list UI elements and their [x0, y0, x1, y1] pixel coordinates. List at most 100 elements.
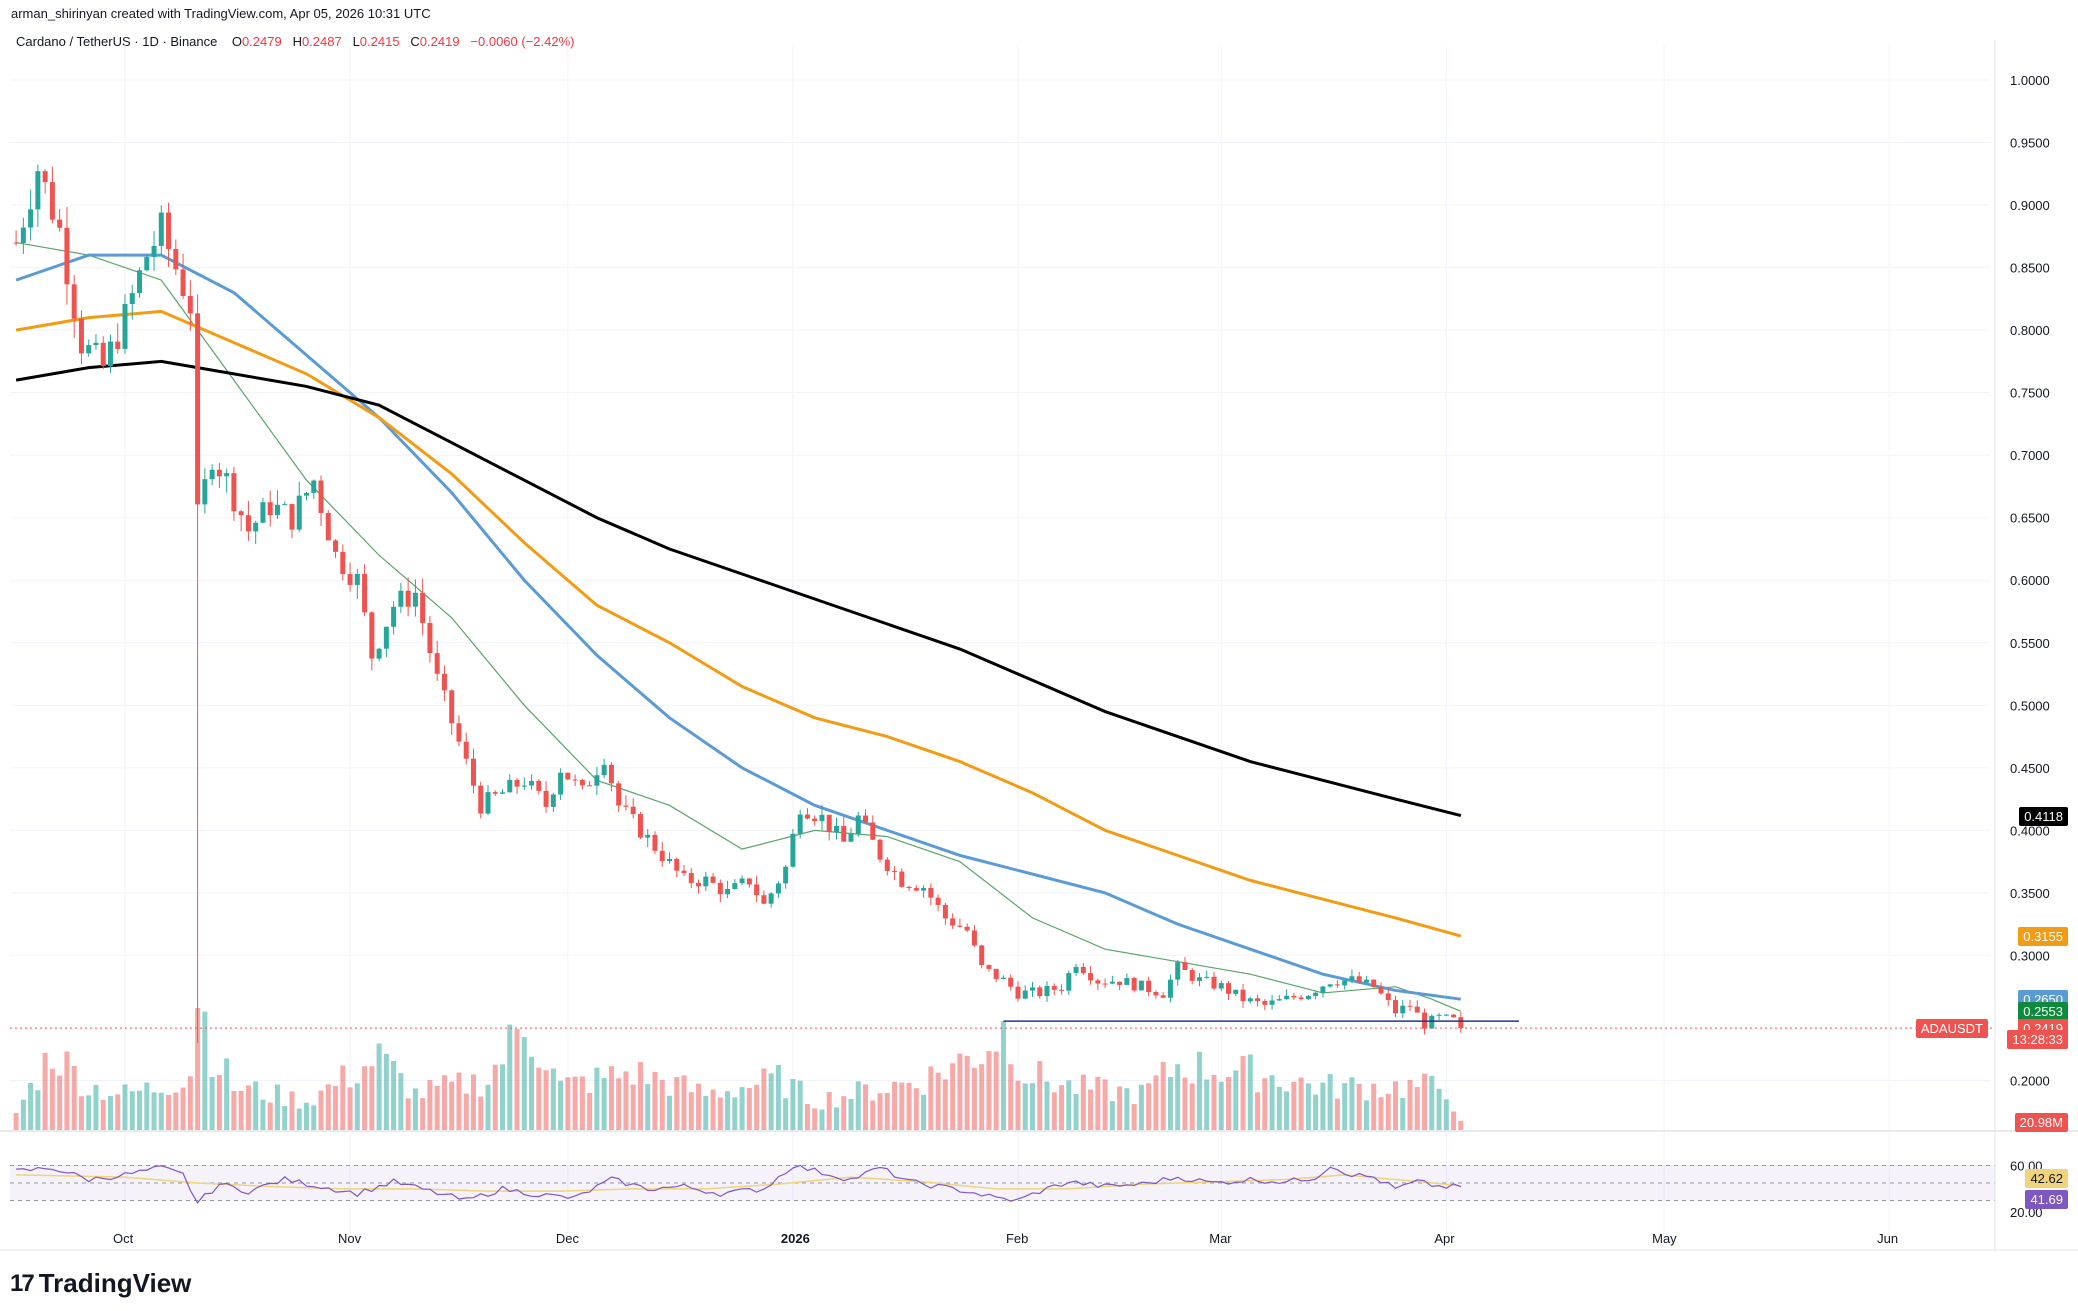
volume-bar [35, 1090, 41, 1130]
volume-bar [107, 1096, 113, 1130]
volume-bar [928, 1066, 934, 1130]
volume-bar [129, 1091, 135, 1130]
volume-bar [311, 1105, 317, 1130]
candle-body [521, 785, 527, 787]
volume-bar [608, 1066, 614, 1130]
candle-body [1102, 983, 1108, 985]
volume-bar [1349, 1077, 1355, 1130]
volume-bar [1131, 1104, 1137, 1130]
candle-body [107, 341, 113, 367]
volume-bar [529, 1056, 535, 1130]
candle-body [1378, 986, 1384, 994]
tradingview-wordmark: TradingView [38, 1268, 192, 1298]
volume-bar [267, 1102, 273, 1130]
candle-body [144, 256, 150, 271]
volume-bar [775, 1065, 781, 1130]
ma200-price-label: 0.4118 [2019, 806, 2068, 826]
volume-bar [144, 1082, 150, 1130]
candle-body [739, 878, 745, 884]
candle-body [637, 814, 643, 838]
volume-bar [826, 1092, 832, 1130]
volume-bar [274, 1084, 280, 1130]
y-tick-label: 0.2000 [2010, 1073, 2050, 1088]
candle-body [1458, 1017, 1464, 1029]
ohlc-high-label: H [292, 34, 302, 49]
candle-body [507, 779, 513, 793]
candle-body [1131, 978, 1137, 991]
candle-body [28, 209, 34, 228]
volume-bar [71, 1065, 77, 1130]
volume-bar [93, 1084, 99, 1130]
volume-bar [231, 1090, 237, 1130]
volume-bar [667, 1095, 672, 1130]
candle-body [1334, 984, 1340, 986]
volume-bar [1015, 1080, 1021, 1130]
volume-bar [790, 1078, 796, 1130]
volume-bar [195, 1007, 201, 1130]
candle-body [1284, 995, 1290, 1000]
candle-body [180, 269, 186, 296]
candle-body [768, 893, 774, 904]
candle-body [93, 342, 99, 346]
volume-bar [1385, 1093, 1391, 1130]
candle-body [783, 866, 789, 884]
candle-body [906, 886, 912, 889]
tradingview-logo[interactable]: 17 TradingView [10, 1268, 191, 1299]
candle-body [703, 876, 709, 887]
volume-bar [173, 1092, 179, 1130]
volume-bar [1138, 1084, 1144, 1130]
symbol-name[interactable]: Cardano / TetherUS · 1D · Binance [16, 34, 218, 49]
candle-body [362, 573, 368, 613]
volume-bar [1233, 1070, 1239, 1130]
volume-bar [877, 1093, 883, 1130]
candle-body [601, 764, 607, 776]
volume-bar [238, 1090, 244, 1130]
y-tick-label: 0.7000 [2010, 448, 2050, 463]
candle-body [826, 814, 832, 833]
candle-body [514, 779, 520, 787]
y-tick-label: 0.9000 [2010, 198, 2050, 213]
volume-bar [746, 1088, 752, 1130]
volume-bar [1371, 1083, 1377, 1130]
candle-body [434, 653, 440, 674]
volume-bar [659, 1079, 665, 1130]
candle-body [732, 883, 738, 890]
volume-bar [913, 1088, 919, 1130]
candle-body [231, 473, 237, 512]
volume-bar [957, 1053, 963, 1130]
candle-body [13, 242, 19, 244]
candle-body [253, 522, 259, 532]
volume-bar [1327, 1074, 1333, 1130]
candle-body [1124, 978, 1130, 985]
volume-bar [819, 1109, 825, 1130]
volume-bar [783, 1098, 789, 1130]
volume-bar [797, 1080, 803, 1130]
candle-body [245, 515, 251, 532]
candle-body [1051, 986, 1057, 990]
volume-bar [456, 1072, 462, 1130]
candle-body [391, 606, 397, 627]
candle-body [993, 968, 999, 979]
volume-bar [187, 1076, 193, 1130]
candle-body [485, 792, 491, 814]
candle-body [224, 473, 230, 477]
candle-body [819, 814, 825, 822]
candle-body [1385, 993, 1391, 1001]
volume-bar [1037, 1060, 1043, 1130]
volume-bar [572, 1076, 578, 1130]
volume-bar [28, 1082, 34, 1130]
x-tick-label: May [1652, 1231, 1677, 1246]
candle-body [412, 592, 418, 607]
volume-bar [1407, 1079, 1413, 1130]
candle-body [1066, 973, 1072, 991]
x-tick-label: Feb [1006, 1231, 1028, 1246]
volume-bar [434, 1085, 440, 1130]
candle-body [1088, 973, 1094, 981]
volume-bar [1051, 1092, 1057, 1130]
y-tick-label: 0.6500 [2010, 511, 2050, 526]
candle-body [1059, 989, 1065, 991]
candle-body [964, 926, 970, 931]
volume-bar [478, 1096, 484, 1130]
volume-bar [1211, 1074, 1217, 1130]
